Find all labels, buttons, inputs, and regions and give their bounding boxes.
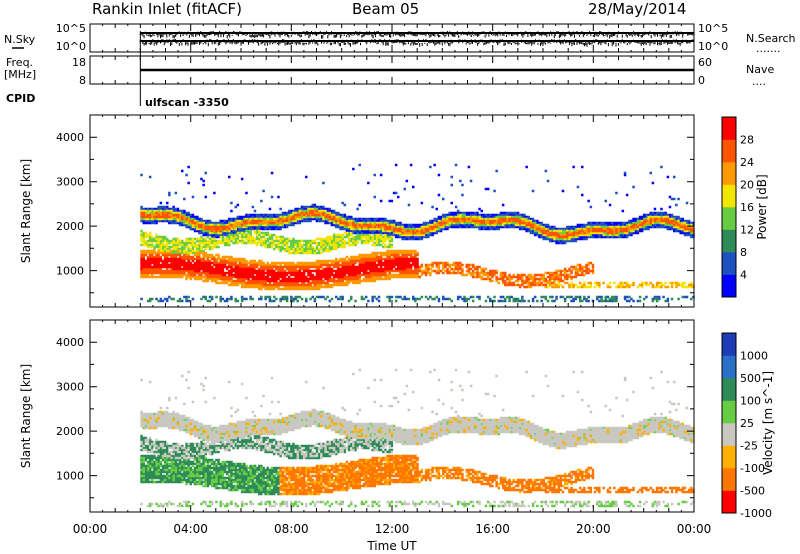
power-colorbar-tick: 20	[740, 179, 754, 192]
x-tick-label: 16:00	[475, 522, 510, 536]
velocity-cells-6	[279, 454, 695, 496]
velocity-colorbar-tick: 100	[740, 395, 761, 408]
velocity-colorbar-frame	[721, 332, 737, 514]
noise-sky-label: N.Sky	[4, 33, 36, 46]
power-colorbar-swatch	[722, 162, 736, 185]
freq-label: Freq.	[6, 56, 33, 69]
data-layer	[139, 31, 736, 514]
nave-key: ....	[752, 75, 766, 88]
velocity-cells-4	[140, 368, 695, 508]
power-cells-6	[140, 209, 695, 289]
velocity-colorbar-swatch	[722, 468, 736, 491]
cpid-label: CPID	[6, 92, 35, 105]
nave-label: Nave	[746, 63, 774, 76]
velocity-colorbar-label: Velocity [m s^-1]	[761, 371, 775, 475]
nave-right-tick-bottom: 0	[698, 74, 705, 87]
velocity-colorbar-tick: 25	[740, 417, 754, 430]
velocity-colorbar-tick: -500	[740, 485, 765, 498]
x-tick-label: 00:00	[677, 522, 712, 536]
power-colorbar-tick: 24	[740, 156, 754, 169]
noise-left-tick-bottom: 10^0	[56, 40, 86, 53]
x-tick-label: 04:00	[173, 522, 208, 536]
x-tick-label: 08:00	[274, 522, 309, 536]
y-axis-label-0: Slant Range [km]	[19, 159, 33, 263]
velocity-colorbar-tick: 1000	[740, 350, 768, 363]
power-colorbar-swatch	[722, 117, 736, 140]
text-layer: N.Sky 10^5 10^0 10^5 10^0 N.Search....... Freq…	[4, 22, 796, 553]
velocity-colorbar-swatch	[722, 333, 736, 356]
power-colorbar-tick: 28	[740, 134, 754, 147]
cpid-program: ulfscan -3350	[145, 96, 229, 109]
velocity-cells-5	[142, 410, 695, 496]
velocity-colorbar-tick: -100	[740, 462, 765, 475]
velocity-colorbar-swatch	[722, 378, 736, 401]
power-colorbar-swatch	[722, 207, 736, 230]
velocity-colorbar-swatch	[722, 445, 736, 469]
x-tick-label: 12:00	[375, 522, 410, 536]
x-axis-label: Time UT	[366, 539, 417, 553]
station-title: Rankin Inlet (fitACF)	[92, 0, 243, 18]
power-colorbar-swatch	[722, 139, 736, 163]
velocity-colorbar-swatch	[722, 423, 736, 446]
velocity-colorbar-swatch	[722, 490, 736, 514]
y-tick-label-0: 2000	[56, 220, 84, 233]
power-colorbar-tick: 8	[740, 246, 747, 259]
y-tick-label-1: 4000	[56, 336, 84, 349]
noise-right-tick-top: 10^5	[698, 22, 728, 35]
freq-left-tick-top: 18	[72, 56, 86, 69]
x-tick-label: 00:00	[73, 522, 108, 536]
power-colorbar-tick: 12	[740, 224, 754, 237]
power-cells-3	[140, 207, 695, 255]
freq-unit-label: [MHz]	[4, 68, 36, 81]
power-colorbar-tick: 16	[740, 201, 754, 214]
y-tick-label-1: 3000	[56, 381, 84, 394]
velocity-colorbar-tick: -25	[740, 440, 758, 453]
power-colorbar-swatch	[722, 229, 736, 253]
velocity-colorbar-tick: -1000	[740, 507, 772, 520]
power-colorbar-frame	[721, 116, 737, 298]
velocity-colorbar-swatch	[722, 400, 736, 424]
noise-search-key: .......	[756, 42, 780, 55]
x-tick-label: 20:00	[576, 522, 611, 536]
power-cells-2	[146, 295, 693, 303]
noise-left-tick-top: 10^5	[56, 22, 86, 35]
y-tick-label-1: 2000	[56, 425, 84, 438]
power-colorbar-tick: 4	[740, 269, 747, 282]
velocity-cells-2	[140, 434, 394, 496]
power-colorbar-swatch	[722, 274, 736, 298]
velocity-colorbar-tick: 500	[740, 372, 761, 385]
power-colorbar-swatch	[722, 252, 736, 275]
velocity-colorbar-swatch	[722, 355, 736, 379]
noise-right-tick-bottom: 10^0	[698, 40, 728, 53]
frames-layer	[12, 23, 737, 514]
freq-left-tick-bottom: 8	[79, 74, 86, 87]
axis-ticks	[89, 24, 695, 512]
power-colorbar-swatch	[722, 184, 736, 208]
power-colorbar-label: Power [dB]	[755, 174, 769, 239]
y-axis-label-1: Slant Range [km]	[19, 364, 33, 468]
beam-title: Beam 05	[352, 0, 420, 18]
power-cells-7	[140, 257, 419, 283]
y-tick-label-0: 4000	[56, 131, 84, 144]
date-title: 28/May/2014	[588, 0, 687, 18]
y-tick-label-1: 1000	[56, 470, 84, 483]
noise-search-label: N.Search	[746, 32, 796, 45]
y-tick-label-0: 1000	[56, 265, 84, 278]
y-tick-label-0: 3000	[56, 176, 84, 189]
nave-right-tick-top: 60	[698, 56, 712, 69]
power-cells-5	[140, 209, 695, 291]
